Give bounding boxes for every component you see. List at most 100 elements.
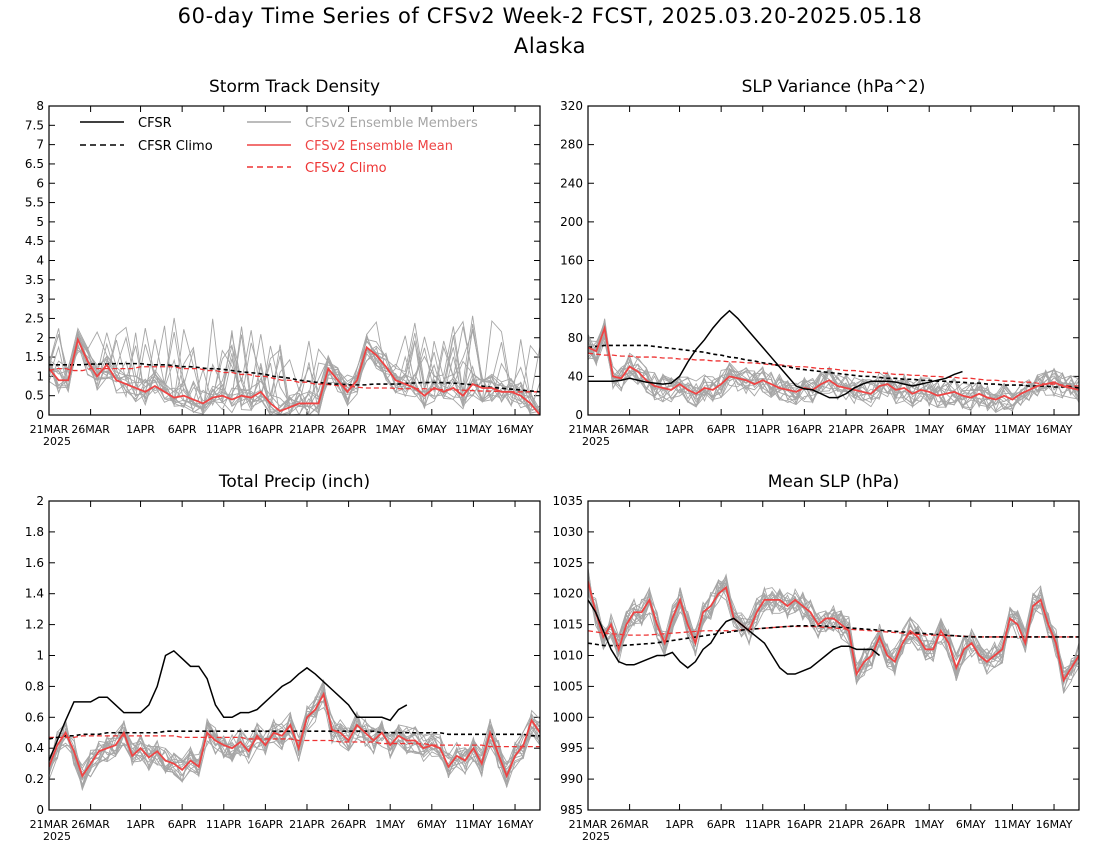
x-tick-label: 26MAR: [610, 818, 649, 831]
y-tick-label: 160: [560, 254, 583, 268]
y-tick-label: 0: [36, 408, 44, 422]
series-cfsv2-ensemble-mean: [49, 691, 540, 779]
y-tick-label: 0: [36, 803, 44, 817]
series-cfsv2-ensemble-mean: [588, 324, 1079, 401]
plot-frame: [587, 500, 1080, 811]
y-tick-label: 80: [568, 331, 583, 345]
y-tick-label: 1000: [552, 710, 583, 724]
series-cfsv2-ensemble-mean: [49, 336, 540, 415]
plot-frame: [48, 105, 541, 416]
y-tick-label: 5.5: [25, 196, 44, 210]
plot-area: [588, 567, 1079, 694]
x-tick-label: 21APR: [289, 423, 325, 436]
legend-label: CFSR: [138, 116, 172, 131]
legend: CFSR CFSR Climo CFSv2 Ensemble Members CFSv…: [80, 116, 478, 176]
series-cfsv2-climo: [49, 366, 540, 393]
y-tick-label: 990: [560, 772, 583, 786]
y-tick-label: 0.4: [25, 741, 44, 755]
y-tick-label: 1: [36, 649, 44, 663]
ensemble-member-line: [588, 318, 1079, 408]
legend-label: CFSv2 Climo: [305, 161, 387, 176]
y-tick-label: 1015: [552, 618, 583, 632]
ensemble-member-line: [49, 333, 540, 415]
figure-title: 60-day Time Series of CFSv2 Week-2 FCST,…: [177, 4, 923, 28]
x-tick-label: 11APR: [206, 818, 242, 831]
x-tick-label: 11MAY: [994, 818, 1031, 831]
y-tick-label: 1005: [552, 679, 583, 693]
x-tick-label: 6APR: [168, 818, 197, 831]
chart-panel-1: SLP Variance (hPa^2) 0 40 80 120 160 200 240 280…: [560, 77, 1080, 448]
series-cfsr-climo: [588, 625, 1079, 647]
x-tick-label: 11MAY: [455, 818, 492, 831]
x-tick-label: 1APR: [126, 818, 155, 831]
ensemble-member-line: [588, 320, 1079, 409]
x-tick-label: 21MAR: [30, 818, 69, 831]
x-tick-label: 11MAY: [994, 423, 1031, 436]
x-tick-label: 11MAY: [455, 423, 492, 436]
y-tick-label: 7: [36, 138, 44, 152]
y-tick-label: 1.4: [25, 587, 44, 601]
x-tick-label: 16APR: [247, 818, 283, 831]
chart-panel-2: Total Precip (inch) 0 0.2 0.4 0.6 0.8 1 1.2 1.4 1…: [25, 472, 541, 843]
x-tick-label: 1MAY: [375, 423, 405, 436]
x-tick-label: 16MAY: [497, 423, 534, 436]
panel-title: SLP Variance (hPa^2): [742, 77, 926, 97]
x-tick-label: 21MAR: [569, 423, 608, 436]
legend-label: CFSv2 Ensemble Mean: [305, 139, 453, 154]
chart-panel-3: Mean SLP (hPa) 985 990 995 1000 1005 1010 1015 1…: [552, 472, 1080, 843]
x-year-label: 2025: [582, 830, 610, 843]
x-tick-label: 6MAY: [417, 818, 447, 831]
x-tick-label: 6MAY: [417, 423, 447, 436]
y-tick-label: 6: [36, 176, 44, 190]
plot-area: [49, 315, 540, 415]
legend-label: CFSv2 Ensemble Members: [305, 116, 478, 131]
y-tick-label: 985: [560, 803, 583, 817]
x-tick-label: 6MAY: [956, 818, 986, 831]
ensemble-member-line: [49, 695, 540, 788]
y-tick-label: 1: [36, 369, 44, 383]
x-tick-label: 21MAR: [30, 423, 69, 436]
x-tick-label: 16MAY: [1036, 423, 1073, 436]
y-tick-label: 0: [575, 408, 583, 422]
y-tick-label: 2.5: [25, 311, 44, 325]
y-tick-label: 280: [560, 138, 583, 152]
figure-subtitle: Alaska: [513, 34, 587, 58]
ensemble-member-line: [49, 322, 540, 415]
x-tick-label: 11APR: [745, 423, 781, 436]
y-tick-label: 1020: [552, 587, 583, 601]
y-tick-label: 0.8: [25, 679, 44, 693]
y-tick-label: 240: [560, 176, 583, 190]
x-tick-label: 16APR: [247, 423, 283, 436]
y-tick-label: 1010: [552, 649, 583, 663]
y-tick-label: 120: [560, 292, 583, 306]
y-tick-label: 3.5: [25, 273, 44, 287]
panel-title: Storm Track Density: [209, 77, 380, 97]
plot-area: [49, 649, 540, 792]
y-tick-label: 4.5: [25, 234, 44, 248]
series-cfsr: [588, 599, 881, 675]
y-tick-label: 7.5: [25, 118, 44, 132]
series-cfsr-climo: [588, 344, 1079, 389]
x-tick-label: 21APR: [289, 818, 325, 831]
y-tick-label: 0.2: [25, 772, 44, 786]
x-tick-label: 16MAY: [1036, 818, 1073, 831]
x-tick-label: 21APR: [828, 423, 864, 436]
y-tick-label: 40: [568, 369, 583, 383]
plot-frame: [587, 105, 1080, 416]
ensemble-member-line: [588, 575, 1079, 680]
series-cfsv2-climo: [49, 735, 540, 748]
x-tick-label: 26APR: [331, 423, 367, 436]
y-tick-label: 5: [36, 215, 44, 229]
plot-area: [588, 309, 1079, 413]
x-tick-label: 16MAY: [497, 818, 534, 831]
x-tick-label: 11APR: [206, 423, 242, 436]
x-tick-label: 26APR: [870, 818, 906, 831]
x-tick-label: 16APR: [786, 818, 822, 831]
series-cfsr-climo: [49, 730, 540, 740]
x-tick-label: 6APR: [168, 423, 197, 436]
panel-title: Mean SLP (hPa): [768, 472, 900, 492]
y-tick-label: 0.6: [25, 710, 44, 724]
x-year-label: 2025: [582, 435, 610, 448]
ensemble-member-line: [588, 567, 1079, 681]
